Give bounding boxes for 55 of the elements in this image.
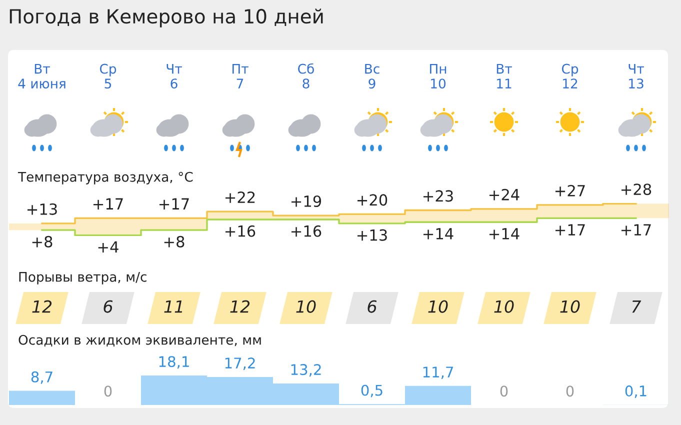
data-label: 11,7: [423, 366, 453, 380]
data-label: +22: [225, 191, 255, 203]
bar: [9, 390, 75, 405]
data-label: +17: [555, 224, 585, 236]
data-label: +13: [357, 229, 387, 241]
data-label: +20: [357, 194, 388, 206]
chart-title: Осадки в жидком эквиваленте, мм: [18, 334, 261, 346]
data-label: +13: [27, 203, 57, 215]
data-label: +27: [555, 184, 585, 196]
data-label: 6: [368, 300, 377, 313]
x-tick-label: Сб 8: [298, 63, 314, 89]
data-label: +16: [291, 225, 322, 237]
data-label: 18,1: [159, 356, 189, 369]
data-label: 10: [494, 300, 514, 313]
data-label: 0,5: [361, 384, 382, 398]
data-label: 12: [32, 300, 52, 313]
data-label: 10: [296, 300, 316, 313]
x-tick-label: Чт 13: [628, 64, 644, 89]
chart-title: Погода в Кемерово на 10 дней: [10, 8, 323, 28]
x-tick-label: Ср 12: [562, 64, 578, 88]
data-label: +17: [159, 198, 189, 210]
data-label: 0: [500, 386, 508, 397]
data-label: +17: [93, 198, 123, 210]
x-tick-label: Вт 11: [496, 64, 512, 88]
data-label: +19: [291, 195, 322, 208]
text: Порывы ветра, м/с: [19, 272, 146, 284]
data-label: +14: [423, 228, 454, 240]
data-label: +4: [98, 241, 118, 253]
x-tick-label: Пн 10: [430, 64, 446, 89]
data-label: 6: [104, 300, 113, 313]
data-label: 0,1: [625, 385, 646, 398]
x-tick-label: Пт 7: [232, 64, 248, 88]
data-label: +28: [621, 184, 652, 196]
data-label: 8,7: [31, 371, 52, 384]
data-label: +24: [489, 188, 520, 200]
x-tick-label: Вт 4 июня: [18, 64, 66, 89]
data-label: 10: [560, 300, 580, 313]
data-label: +8: [164, 236, 184, 248]
x-tick-label: Вс 9: [365, 64, 380, 89]
data-label: 0: [104, 386, 112, 397]
chart-subtitle: Температура воздуха, °C: [18, 172, 193, 184]
data-label: +8: [32, 236, 52, 248]
data-label: +14: [489, 228, 520, 240]
data-label: 11: [164, 300, 182, 313]
data-label: +16: [225, 225, 256, 237]
data-label: 13,2: [291, 364, 321, 377]
data-label: +17: [621, 224, 651, 236]
data-label: +23: [423, 190, 453, 202]
x-tick-label: Ср 5: [100, 64, 116, 89]
data-label: 12: [230, 300, 250, 313]
data-label: 10: [428, 300, 448, 313]
data-label: 7: [632, 300, 642, 313]
x-tick-label: Чт 6: [166, 64, 182, 89]
data-label: 17,2: [225, 358, 255, 370]
data-label: 0: [566, 386, 574, 397]
